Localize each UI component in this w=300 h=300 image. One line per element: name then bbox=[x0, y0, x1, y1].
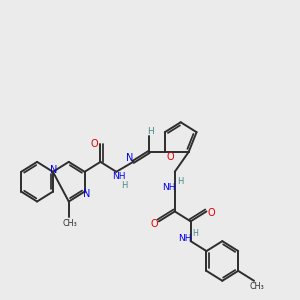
Text: O: O bbox=[150, 219, 158, 229]
Text: N: N bbox=[83, 189, 90, 199]
Text: H: H bbox=[193, 229, 199, 238]
Text: NH: NH bbox=[162, 183, 175, 192]
Text: NH: NH bbox=[112, 172, 126, 181]
Text: O: O bbox=[208, 208, 215, 218]
Text: NH: NH bbox=[178, 234, 191, 243]
Text: H: H bbox=[148, 127, 154, 136]
Text: O: O bbox=[91, 139, 98, 149]
Text: H: H bbox=[178, 177, 184, 186]
Text: CH₃: CH₃ bbox=[62, 219, 77, 228]
Text: O: O bbox=[166, 152, 174, 162]
Text: N: N bbox=[127, 153, 134, 163]
Text: N: N bbox=[50, 165, 58, 175]
Text: CH₃: CH₃ bbox=[250, 282, 264, 291]
Text: H: H bbox=[121, 181, 127, 190]
